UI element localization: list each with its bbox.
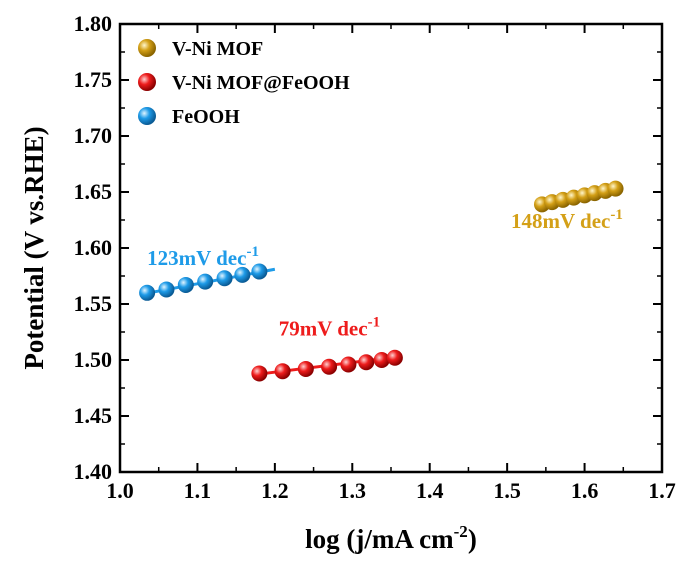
x-tick-label: 1.2 [261, 478, 289, 503]
x-tick-label: 1.4 [416, 478, 444, 503]
data-point [251, 263, 268, 280]
legend-marker [138, 73, 156, 91]
y-tick-label: 1.50 [74, 347, 113, 372]
y-tick-label: 1.45 [74, 403, 113, 428]
y-tick-label: 1.60 [74, 235, 113, 260]
data-point [158, 281, 175, 298]
x-axis-title-end: ) [468, 524, 477, 554]
x-tick-label: 1.3 [339, 478, 367, 503]
slope-annotation: 123mV dec-1 [147, 244, 259, 270]
slope-annotation: 148mV dec-1 [511, 207, 623, 233]
slope-annotation-sup: -1 [246, 244, 259, 260]
data-point [297, 360, 314, 377]
data-point [251, 365, 268, 382]
data-point [234, 266, 251, 283]
y-axis-title: Potential (V vs.RHE) [19, 126, 49, 369]
y-tick-label: 1.75 [74, 67, 113, 92]
y-tick-label: 1.70 [74, 123, 113, 148]
x-tick-label: 1.0 [106, 478, 134, 503]
legend-marker [138, 107, 156, 125]
series-1 [251, 349, 403, 382]
slope-annotation-sup: -1 [368, 314, 381, 330]
x-tick-label: 1.5 [493, 478, 521, 503]
data-point [216, 270, 233, 287]
data-point [197, 273, 214, 290]
series-0 [533, 180, 624, 213]
legend-marker [138, 39, 156, 57]
slope-annotation: 79mV dec-1 [279, 314, 380, 340]
data-point [139, 284, 156, 301]
series-2 [139, 263, 276, 301]
axes: 1.0 1.1 1.2 1.3 1.4 1.5 1.6 1.7 1.40 1.45 1.50 1.55… [19, 11, 676, 554]
slope-annotation-main: 79mV dec [279, 316, 368, 340]
x-tick-label: 1.6 [571, 478, 599, 503]
legend-label: V-Ni MOF [172, 38, 263, 60]
x-tick-label: 1.1 [184, 478, 212, 503]
data-point [386, 349, 403, 366]
plot-area [139, 180, 624, 382]
data-point [321, 358, 338, 375]
y-tick-label: 1.40 [74, 459, 113, 484]
y-tick-label: 1.80 [74, 11, 113, 36]
x-axis-title-main: log (j/mA cm [305, 524, 454, 554]
data-point [373, 352, 390, 368]
x-axis-title: log (j/mA cm-2) [305, 522, 477, 554]
y-tick-label: 1.55 [74, 291, 113, 316]
data-point [358, 354, 375, 371]
slope-annotation-main: 123mV dec [147, 246, 246, 270]
y-tick-label: 1.65 [74, 179, 113, 204]
x-axis-title-sup: -2 [454, 522, 468, 541]
legend: V-Ni MOF V-Ni MOF@FeOOH FeOOH [138, 38, 350, 128]
data-point [607, 180, 624, 197]
slope-annotation-main: 148mV dec [511, 209, 610, 233]
data-point [274, 363, 291, 380]
legend-label: FeOOH [172, 106, 240, 128]
legend-label: V-Ni MOF@FeOOH [172, 72, 350, 94]
slope-annotation-sup: -1 [610, 207, 623, 223]
x-tick-label: 1.7 [648, 478, 676, 503]
data-point [177, 276, 194, 293]
data-point [340, 356, 357, 373]
